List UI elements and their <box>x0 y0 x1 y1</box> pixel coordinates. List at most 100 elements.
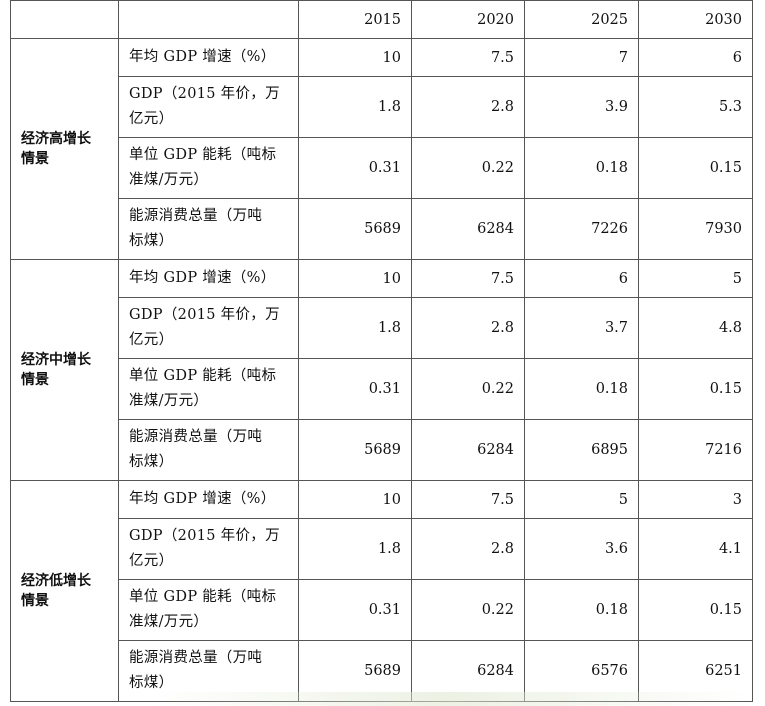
value-cell: 6 <box>524 259 639 298</box>
indicator-label-cell: 年均 GDP 增速（%） <box>118 259 299 298</box>
value-cell: 3.6 <box>524 518 639 580</box>
header-row: 2015 2020 2025 2030 <box>10 0 753 39</box>
indicator-label-cell: 能源消费总量（万吨 标煤） <box>118 198 299 260</box>
indicator-label-cell: GDP（2015 年价，万 亿元） <box>118 518 299 580</box>
indicator-label-cell: GDP（2015 年价，万 亿元） <box>118 76 299 138</box>
table-row: 能源消费总量（万吨 标煤） 5689 6284 6576 6251 <box>11 640 753 702</box>
value-cell: 0.22 <box>411 579 525 641</box>
scenario-name-line: 情景 <box>21 151 49 167</box>
scenario-name-line: 经济中增长 <box>21 352 91 368</box>
indicator-label-cell: 能源消费总量（万吨 标煤） <box>118 419 299 481</box>
table-row: 能源消费总量（万吨 标煤） 5689 6284 7226 7930 <box>11 198 753 260</box>
table-row: 经济低增长 情景 年均 GDP 增速（%） 10 7.5 5 3 <box>10 480 753 702</box>
indicator-label-line: 能源消费总量（万吨 <box>129 429 263 445</box>
indicator-label-line: 年均 GDP 增速（%） <box>129 491 276 507</box>
value-cell: 7226 <box>524 198 639 260</box>
value-cell: 6576 <box>524 640 639 702</box>
indicator-label-line: 亿元） <box>129 111 174 127</box>
indicator-label-cell: GDP（2015 年价，万 亿元） <box>118 297 299 359</box>
value-cell: 7930 <box>638 198 753 260</box>
value-cell: 5.3 <box>638 76 753 138</box>
value-cell: 6284 <box>411 640 525 702</box>
value-cell: 0.31 <box>298 358 412 420</box>
indicator-label-cell: 单位 GDP 能耗（吨标 准煤/万元） <box>118 137 299 199</box>
year-header: 2030 <box>638 0 753 39</box>
decorative-fade <box>150 692 750 706</box>
table-row: 经济中增长 情景 年均 GDP 增速（%） 10 7.5 6 5 <box>10 259 753 481</box>
value-cell: 1.8 <box>298 518 412 580</box>
scenario-name-line: 情景 <box>21 372 49 388</box>
year-header: 2025 <box>524 0 639 39</box>
indicator-label-line: 能源消费总量（万吨 <box>129 650 263 666</box>
indicator-label-cell: 年均 GDP 增速（%） <box>118 38 299 77</box>
value-cell: 4.1 <box>638 518 753 580</box>
value-cell: 7.5 <box>411 38 525 77</box>
year-header: 2020 <box>411 0 525 39</box>
scenario-name-line: 情景 <box>21 593 49 609</box>
value-cell: 0.31 <box>298 579 412 641</box>
indicator-label-line: 单位 GDP 能耗（吨标 <box>129 368 277 384</box>
value-cell: 6284 <box>411 198 525 260</box>
table-row: 能源消费总量（万吨 标煤） 5689 6284 6895 7216 <box>11 419 753 481</box>
value-cell: 0.22 <box>411 358 525 420</box>
value-cell: 5 <box>524 480 639 519</box>
scenario-table: 2015 2020 2025 2030 经济高增长 情景 年均 GDP 增速（%） 1… <box>10 0 753 702</box>
indicator-label-line: 单位 GDP 能耗（吨标 <box>129 589 277 605</box>
table-container: 2015 2020 2025 2030 经济高增长 情景 年均 GDP 增速（%） 1… <box>10 0 753 702</box>
table-row: 单位 GDP 能耗（吨标 准煤/万元） 0.31 0.22 0.18 0.15 <box>11 137 753 199</box>
value-cell: 0.22 <box>411 137 525 199</box>
table-row: 单位 GDP 能耗（吨标 准煤/万元） 0.31 0.22 0.18 0.15 <box>11 579 753 641</box>
indicator-label-line: 单位 GDP 能耗（吨标 <box>129 147 277 163</box>
indicator-label-line: 标煤） <box>129 233 174 249</box>
value-cell: 0.18 <box>524 358 639 420</box>
scenario-name-cell: 经济高增长 情景 <box>10 38 119 260</box>
value-cell: 2.8 <box>411 297 525 359</box>
value-cell: 2.8 <box>411 76 525 138</box>
value-cell: 5689 <box>298 640 412 702</box>
value-cell: 1.8 <box>298 297 412 359</box>
indicator-label-cell: 单位 GDP 能耗（吨标 准煤/万元） <box>118 358 299 420</box>
scenario-name-line: 经济低增长 <box>21 573 91 589</box>
table-row: 经济高增长 情景 年均 GDP 增速（%） 10 7.5 7 6 <box>10 38 753 260</box>
indicator-label-line: 能源消费总量（万吨 <box>129 208 263 224</box>
value-cell: 4.8 <box>638 297 753 359</box>
value-cell: 7 <box>524 38 639 77</box>
value-cell: 0.31 <box>298 137 412 199</box>
value-cell: 2.8 <box>411 518 525 580</box>
indicator-label-line: 准煤/万元） <box>129 614 209 630</box>
table-row: GDP（2015 年价，万 亿元） 1.8 2.8 3.7 4.8 <box>11 297 753 359</box>
indicator-label-line: 准煤/万元） <box>129 172 209 188</box>
value-cell: 3.9 <box>524 76 639 138</box>
value-cell: 10 <box>298 480 412 519</box>
value-cell: 6895 <box>524 419 639 481</box>
value-cell: 3 <box>638 480 753 519</box>
indicator-label-cell: 能源消费总量（万吨 标煤） <box>118 640 299 702</box>
indicator-label-line: 标煤） <box>129 454 174 470</box>
indicator-label-line: GDP（2015 年价，万 <box>129 528 280 544</box>
value-cell: 6 <box>638 38 753 77</box>
indicator-label-line: GDP（2015 年价，万 <box>129 307 280 323</box>
value-cell: 0.18 <box>524 137 639 199</box>
value-cell: 5 <box>638 259 753 298</box>
value-cell: 10 <box>298 259 412 298</box>
indicator-label-line: 年均 GDP 增速（%） <box>129 49 276 65</box>
indicator-label-line: 亿元） <box>129 553 174 569</box>
table-row: GDP（2015 年价，万 亿元） 1.8 2.8 3.9 5.3 <box>11 76 753 138</box>
value-cell: 3.7 <box>524 297 639 359</box>
indicator-label-line: 年均 GDP 增速（%） <box>129 270 276 286</box>
indicator-label-cell: 单位 GDP 能耗（吨标 准煤/万元） <box>118 579 299 641</box>
scenario-name-cell: 经济中增长 情景 <box>10 259 119 481</box>
value-cell: 0.15 <box>638 358 753 420</box>
value-cell: 1.8 <box>298 76 412 138</box>
header-blank-cell <box>10 0 119 39</box>
value-cell: 0.15 <box>638 137 753 199</box>
table-row: GDP（2015 年价，万 亿元） 1.8 2.8 3.6 4.1 <box>11 518 753 580</box>
indicator-label-line: GDP（2015 年价，万 <box>129 86 280 102</box>
value-cell: 7216 <box>638 419 753 481</box>
indicator-label-line: 标煤） <box>129 675 174 691</box>
scenario-name-line: 经济高增长 <box>21 131 91 147</box>
value-cell: 10 <box>298 38 412 77</box>
indicator-label-line: 准煤/万元） <box>129 393 209 409</box>
year-header: 2015 <box>298 0 412 39</box>
value-cell: 0.18 <box>524 579 639 641</box>
